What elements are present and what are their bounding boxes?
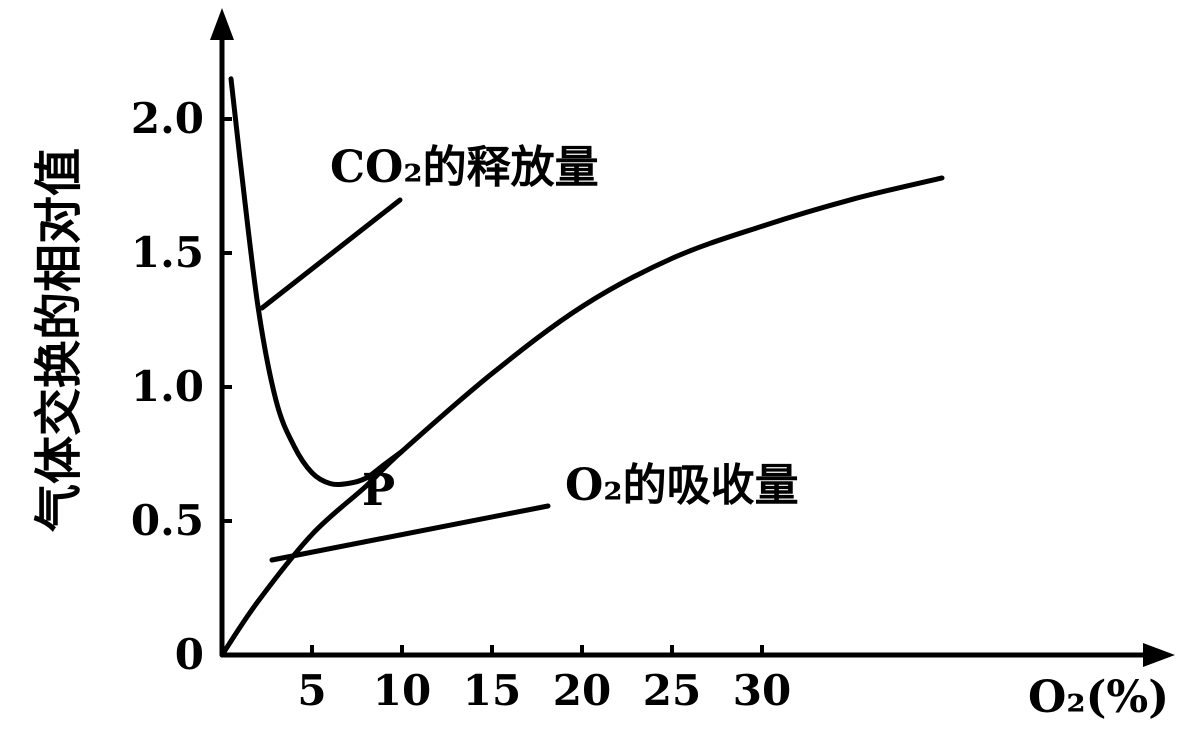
- o2-leader-line: [269, 503, 551, 563]
- y-tick-label: 2.0: [131, 94, 204, 143]
- x-axis-label: O₂(%): [1028, 672, 1169, 723]
- co2-release-curve: [228, 76, 405, 488]
- x-tick-label: 30: [733, 666, 791, 715]
- y-tick-label: 1.0: [131, 362, 204, 411]
- x-tick-label: 10: [373, 666, 431, 715]
- y-tick-label: 1.5: [131, 228, 204, 277]
- tick-group: 0 5 10 15 20 25 30 0.5 1.0 1.5 2.0: [131, 94, 791, 715]
- y-tick-label: 0.5: [131, 496, 204, 545]
- x-tick-label: 15: [463, 666, 521, 715]
- x-tick-label: 25: [643, 666, 701, 715]
- y-axis-arrow: [210, 8, 234, 40]
- origin-label: 0: [175, 630, 204, 679]
- x-axis-arrow: [1143, 643, 1175, 667]
- intersection-point-label: P: [362, 465, 395, 516]
- y-axis-label: 气体交换的相对值: [31, 148, 87, 532]
- co2-series-label: CO₂的释放量: [330, 142, 599, 193]
- series-group: [219, 76, 945, 658]
- x-tick-label: 5: [297, 666, 326, 715]
- o2-uptake-curve: [219, 175, 945, 658]
- x-tick-label: 20: [553, 666, 611, 715]
- co2-leader-line: [259, 197, 403, 311]
- o2-series-label: O₂的吸收量: [565, 460, 799, 511]
